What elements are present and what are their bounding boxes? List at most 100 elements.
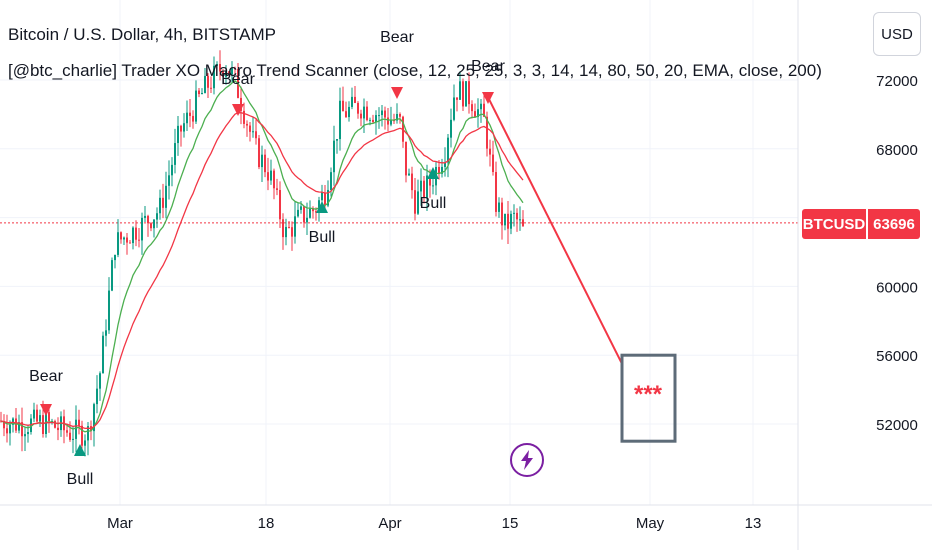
candle-body [180, 125, 182, 132]
candle-body [216, 64, 218, 66]
candle-body [297, 209, 299, 217]
candle-body [225, 71, 227, 77]
candle-body [480, 103, 482, 110]
candle-body [345, 111, 347, 118]
projection-line [487, 96, 623, 365]
candle-body [243, 110, 245, 124]
candle-body [195, 90, 197, 122]
candle-body [273, 170, 275, 189]
candle-body [357, 102, 359, 114]
candle-body [171, 164, 173, 176]
candle-body [255, 131, 257, 139]
candle-body [318, 200, 320, 213]
candle-body [81, 425, 83, 446]
candle-body [108, 290, 110, 331]
candle-body [486, 116, 488, 149]
currency-button[interactable]: USD [873, 12, 921, 56]
candle-body [207, 75, 209, 88]
candle-body [324, 192, 326, 206]
candle-body [39, 415, 41, 422]
bear-signal-marker [232, 104, 244, 116]
candle-body [126, 237, 128, 243]
lightning-icon[interactable] [510, 443, 544, 477]
moving-averages [0, 79, 524, 433]
candle-body [54, 420, 56, 428]
candle-body [150, 223, 152, 229]
candle-body [498, 202, 500, 212]
bear-signal-label: Bear [380, 29, 414, 46]
bear-signal-label: Bear [29, 368, 63, 385]
candle-body [264, 154, 266, 173]
candle-body [429, 175, 431, 186]
candle-body [75, 419, 77, 439]
y-tick-label: 60000 [876, 279, 918, 296]
candle-body [78, 419, 80, 426]
candle-body [48, 412, 50, 422]
candle-body [36, 409, 38, 422]
candle-body [492, 154, 494, 173]
candle-body [258, 138, 260, 168]
candle-body [459, 81, 461, 100]
candle-body [72, 438, 74, 440]
candle-body [234, 68, 236, 70]
candle-body [501, 202, 503, 226]
candle-body [57, 427, 59, 431]
candle-body [510, 213, 512, 229]
candle-body [174, 143, 176, 165]
candle-body [153, 219, 155, 229]
x-tick-label: Mar [107, 515, 133, 532]
candle-body [327, 189, 329, 206]
candle-body [411, 173, 413, 191]
candle-body [228, 71, 230, 75]
candle-body [111, 260, 113, 291]
candle-body [279, 189, 281, 220]
x-tick-label: Apr [378, 515, 401, 532]
y-tick-label: 56000 [876, 348, 918, 365]
candle-body [120, 232, 122, 240]
candle-body [477, 109, 479, 118]
indicator-legend[interactable]: [@btc_charlie] Trader XO Macro Trend Sca… [8, 61, 822, 80]
candle-body [84, 440, 86, 446]
candle-body [348, 106, 350, 118]
candle-body [363, 106, 365, 119]
bull-signal-label: Bull [67, 471, 94, 488]
y-tick-label: 52000 [876, 417, 918, 434]
bear-signal-marker [482, 92, 494, 104]
candle-body [426, 175, 428, 198]
candle-body [519, 219, 521, 221]
candle-body [231, 68, 233, 75]
candle-body [252, 131, 254, 133]
candle-body [456, 97, 458, 100]
candle-body [285, 226, 287, 238]
candle-body [24, 434, 26, 437]
candle-body [27, 432, 29, 435]
ema-fast-line [0, 79, 524, 433]
candle-body [123, 237, 125, 240]
candle-body [213, 65, 215, 89]
candle-body [246, 123, 248, 126]
candle-body [354, 96, 356, 103]
chart-grid [0, 0, 798, 505]
candle-body [417, 191, 419, 214]
candle-body [138, 239, 140, 241]
candle-body [414, 190, 416, 214]
candle-body [432, 185, 434, 187]
candle-body [201, 92, 203, 95]
x-tick-label: 13 [745, 515, 762, 532]
candle-body [33, 409, 35, 419]
candle-body [276, 188, 278, 190]
candle-body [165, 185, 167, 208]
candle-body [468, 81, 470, 105]
target-box [620, 353, 677, 443]
bull-signal-marker [316, 201, 328, 213]
candle-body [270, 170, 272, 181]
candle-body [87, 426, 89, 441]
candle-body [444, 162, 446, 167]
y-tick-label: 68000 [876, 142, 918, 159]
candle-body [12, 418, 14, 425]
candle-body [204, 75, 206, 93]
candle-body [369, 119, 371, 121]
chart-title: Bitcoin / U.S. Dollar, 4h, BITSTAMP [8, 25, 276, 44]
